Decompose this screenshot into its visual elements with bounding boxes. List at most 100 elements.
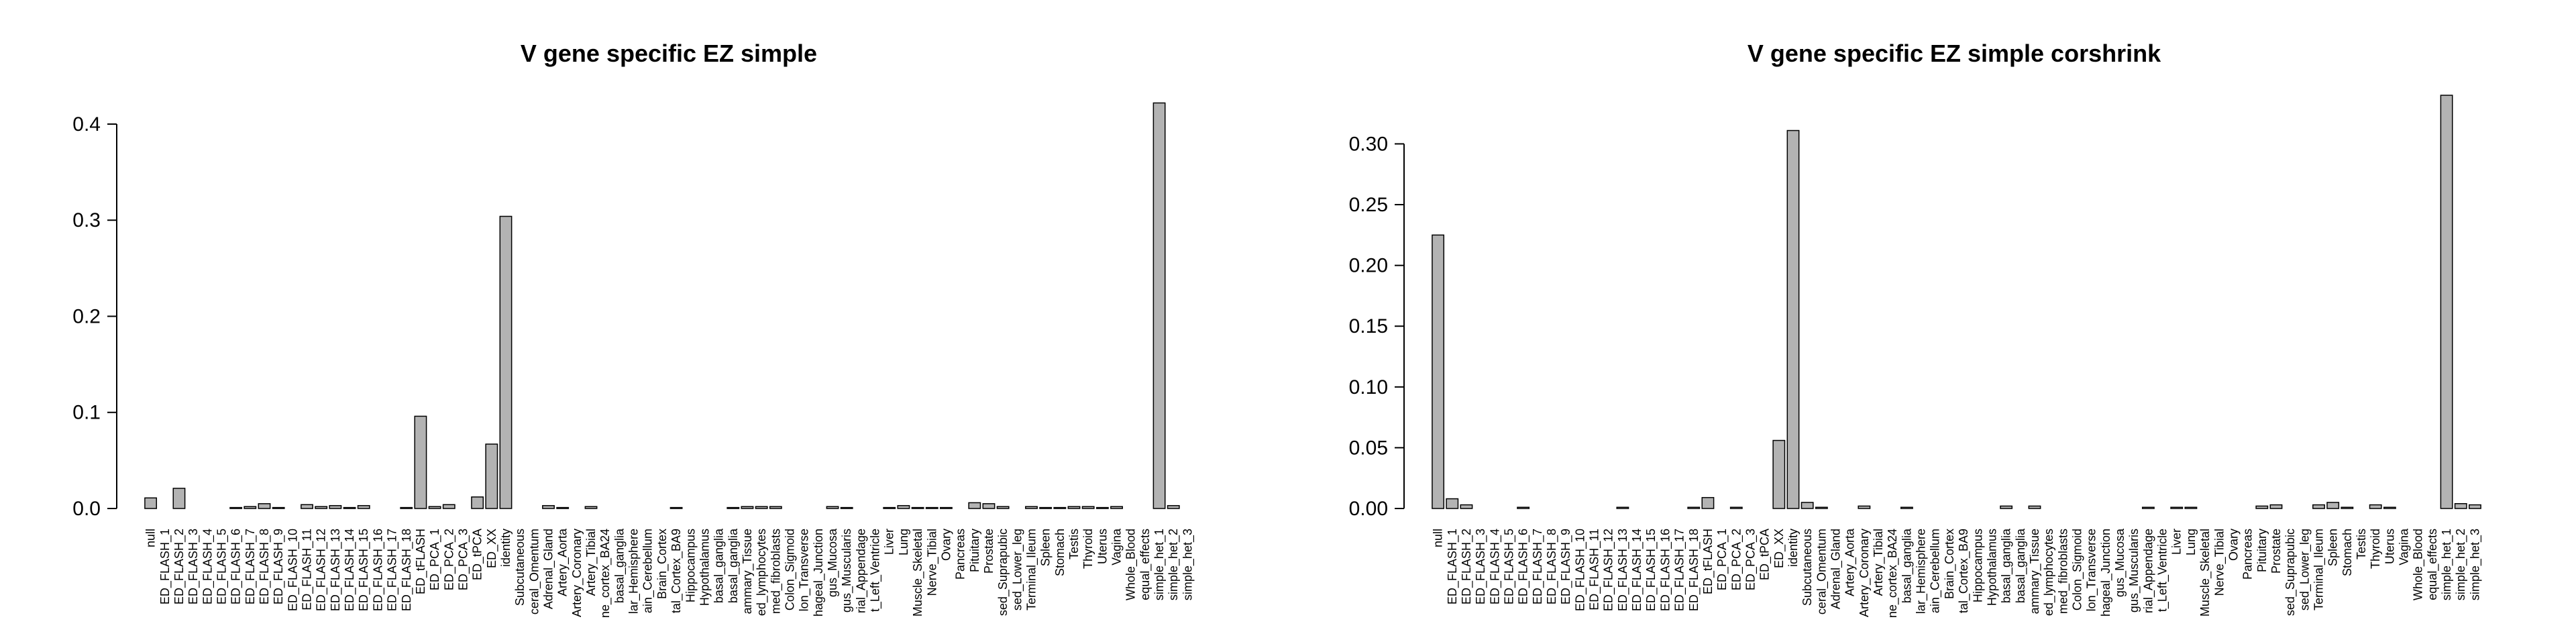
- bar: [428, 506, 441, 509]
- bar: [1025, 506, 1038, 509]
- x-tick-label: Artery_Tibial: [584, 529, 598, 596]
- x-tick-label: Vagina: [1110, 528, 1124, 566]
- bar: [2454, 503, 2467, 509]
- x-tick-labels: null ED_FLASH_1 ED_FLASH_2 ED_FLASH_3 ED_FLA…: [1432, 528, 2483, 618]
- x-tick-label: tal_Cortex_BA9: [1957, 529, 1971, 613]
- x-tick-label: equal_effects: [2426, 529, 2440, 600]
- chart-title: V gene specific EZ simple corshrink: [1748, 40, 2161, 67]
- x-tick-label: Terminal_Ileum: [1024, 529, 1038, 610]
- x-tick-label: sed_Lower_leg: [1010, 529, 1024, 610]
- bar: [144, 497, 158, 509]
- x-tick-label: Pancreas: [954, 529, 967, 580]
- bar: [755, 506, 768, 509]
- x-tick-label: Nerve_Tibial: [925, 529, 939, 596]
- bar: [1815, 506, 1828, 509]
- x-tick-label: Subcutaneous: [513, 529, 527, 606]
- x-tick-label: gus_Muscularis: [2127, 529, 2141, 612]
- chart-panel-right: V gene specific EZ simple corshrink 0.00…: [1349, 40, 2483, 618]
- bar: [741, 506, 754, 509]
- x-tick-label: ED_FLASH_16: [1658, 529, 1672, 611]
- x-tick-label: Colon_Sigmoid: [2070, 529, 2084, 610]
- bar: [1801, 502, 1814, 509]
- y-tick-label: 0.00: [1349, 498, 1388, 520]
- x-tick-label: Artery_Coronary: [570, 529, 584, 617]
- x-tick-label: ED_FLASH_14: [1630, 529, 1644, 611]
- bars: [1432, 95, 2481, 509]
- x-tick-label: ED_FLASH_12: [1602, 529, 1616, 611]
- bar: [2028, 505, 2041, 509]
- x-tick-label: ED_PCA_3: [1743, 529, 1758, 590]
- x-tick-label: lon_Transverse: [2085, 529, 2099, 611]
- x-tick-label: Pancreas: [2241, 529, 2255, 580]
- x-tick-label: ED_FLASH_2: [1460, 529, 1474, 604]
- x-tick-label: basal_ganglia: [2000, 528, 2014, 603]
- x-tick-labels: null ED_FLASH_1 ED_FLASH_2 ED_FLASH_3 ED_FLA…: [144, 528, 1195, 618]
- x-tick-label: lar_Hemisphere: [1915, 529, 1929, 614]
- x-tick-label: ED_XX: [1772, 529, 1786, 568]
- x-tick-label: null: [1432, 529, 1445, 547]
- x-tick-label: null: [144, 529, 158, 547]
- bar: [1432, 234, 1445, 509]
- x-tick-label: ED_FLASH_11: [1588, 529, 1602, 610]
- bar: [968, 502, 981, 509]
- bar: [414, 415, 427, 509]
- x-tick-label: Hypothalamus: [698, 529, 711, 606]
- x-tick-label: ED_PCA_3: [456, 529, 470, 590]
- x-tick-label: simple_het_1: [2440, 529, 2454, 600]
- bar: [2383, 506, 2396, 509]
- x-tick-label: sed_Lower_leg: [2298, 529, 2312, 610]
- x-tick-label: ED_FLASH_8: [258, 529, 272, 604]
- x-tick-label: ammary_Tissue: [2028, 529, 2042, 614]
- x-tick-label: ED_FLASH_14: [343, 529, 357, 611]
- x-tick-label: Artery_Coronary: [1858, 529, 1872, 617]
- bar: [1858, 505, 1871, 509]
- x-tick-label: sed_Suprapubic: [2284, 529, 2298, 616]
- bar: [2341, 506, 2354, 509]
- x-tick-label: gus_Muscularis: [840, 529, 854, 612]
- y-tick-label: 0.15: [1349, 315, 1388, 337]
- bar: [244, 506, 257, 509]
- x-tick-label: Whole_Blood: [2412, 529, 2426, 600]
- x-tick-label: ain_Cerebellum: [1929, 529, 1943, 613]
- bar: [2312, 504, 2325, 509]
- x-tick-label: basal_ganglia: [712, 528, 727, 603]
- x-tick-label: ne_cortex_BA24: [598, 529, 612, 618]
- bar: [996, 506, 1010, 509]
- bar: [329, 504, 342, 509]
- x-tick-label: ED_FLASH_18: [1687, 529, 1701, 611]
- bar: [442, 504, 455, 509]
- bar: [357, 504, 370, 509]
- x-tick-label: ED_FLASH_4: [201, 529, 215, 604]
- bar: [315, 506, 328, 509]
- x-tick-label: ED_FLASH_13: [329, 529, 343, 611]
- x-tick-label: Testis: [2355, 529, 2368, 559]
- x-tick-label: Terminal_Ileum: [2312, 529, 2326, 610]
- x-tick-label: ed_lymphocytes: [2042, 529, 2056, 616]
- x-tick-label: ED_FLASH_5: [215, 529, 229, 604]
- x-tick-label: lar_Hemisphere: [627, 529, 641, 614]
- x-tick-label: basal_ganglia: [727, 528, 741, 603]
- x-tick-label: Thyroid: [2369, 529, 2382, 569]
- x-tick-label: ammary_Tissue: [741, 529, 755, 614]
- bar: [2369, 504, 2382, 509]
- y-tick-label: 0.3: [72, 209, 101, 231]
- x-tick-label: basal_ganglia: [1900, 528, 1914, 603]
- x-tick-label: Subcutaneous: [1801, 529, 1814, 606]
- y-axis: 0.00 0.05 0.10 0.15 0.20 0.25 0.30: [1349, 133, 1405, 520]
- x-tick-label: tal_Cortex_BA9: [669, 529, 684, 613]
- bar: [769, 506, 782, 509]
- x-tick-label: ed_lymphocytes: [755, 529, 769, 616]
- x-tick-label: ED_FLASH_12: [315, 529, 329, 611]
- x-tick-label: Pituitary: [2255, 529, 2269, 572]
- x-tick-label: ne_cortex_BA24: [1886, 529, 1900, 618]
- bar: [2141, 506, 2155, 509]
- x-tick-label: ED_FLASH_7: [244, 529, 258, 604]
- bar: [1167, 504, 1180, 509]
- x-tick-label: ED_FLASH_6: [1517, 529, 1531, 604]
- x-tick-label: ED_FLASH_17: [1673, 529, 1687, 611]
- x-tick-label: Testis: [1067, 529, 1081, 559]
- bar: [2255, 505, 2269, 509]
- x-tick-label: Artery_Aorta: [1843, 528, 1858, 596]
- x-tick-label: Adrenal_Gland: [542, 529, 556, 609]
